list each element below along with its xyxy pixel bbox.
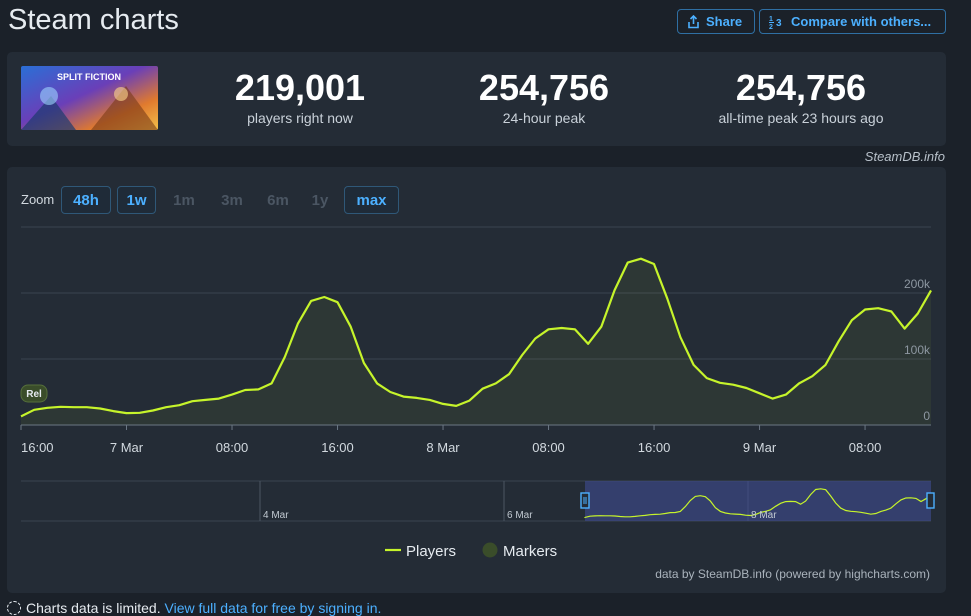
chart-grid [21, 226, 931, 360]
navigator-line [584, 488, 932, 519]
svg-text:1: 1 [769, 16, 773, 23]
peak-24h-value: 254,756 [478, 67, 610, 108]
players-line [20, 257, 932, 418]
x-tick-label: 8 Mar [426, 440, 460, 455]
svg-text:3: 3 [776, 18, 782, 29]
alltime-peak-label: all-time peak 23 hours ago [718, 110, 884, 126]
x-tick-label: 08:00 [532, 440, 565, 455]
alltime-peak-stat: 254,756 all-time peak 23 hours ago [661, 67, 941, 127]
loading-icon [7, 601, 21, 615]
x-tick-label: 08:00 [216, 440, 249, 455]
navigator-left-handle[interactable] [580, 492, 590, 509]
svg-text:2: 2 [769, 24, 773, 29]
x-tick-label: 16:00 [321, 440, 354, 455]
stats-panel: SPLIT FICTION 219,001 players right now … [7, 52, 946, 146]
current-players-label: players right now [247, 110, 353, 126]
x-tick-label: 16:00 [638, 440, 671, 455]
current-players-value: 219,001 [234, 67, 366, 108]
navigator-label: 4 Mar [263, 510, 289, 521]
share-button[interactable]: Share [677, 9, 755, 34]
navigator-right-handle[interactable] [926, 492, 935, 509]
peak-24h-label: 24-hour peak [502, 110, 586, 126]
zoom-1w-button[interactable]: 1w [117, 186, 156, 214]
x-axis-ticks: 16:00 7 Mar 08:00 16:00 8 Mar 08:00 16:00 9 Mar… [20, 425, 882, 455]
steamdb-credit[interactable]: SteamDB.info [864, 149, 945, 164]
zoom-3m-button: 3m [221, 191, 243, 209]
x-tick-label: 7 Mar [110, 440, 144, 455]
zoom-6m-button: 6m [267, 191, 289, 209]
navigator-label: 6 Mar [507, 510, 533, 521]
page-title: Steam charts [8, 4, 179, 36]
chart-navigator[interactable]: 4 Mar 6 Mar 8 Mar [21, 480, 935, 522]
release-marker-label: Rel [26, 389, 42, 400]
current-players-stat: 219,001 players right now [180, 67, 420, 127]
player-count-chart[interactable]: 16:00 7 Mar 08:00 16:00 8 Mar 08:00 16:00 9 Mar… [7, 167, 946, 593]
legend-item-players[interactable]: Players [385, 543, 456, 560]
chart-credit[interactable]: data by SteamDB.info (powered by highcha… [655, 567, 930, 581]
x-tick-label: 08:00 [849, 440, 882, 455]
zoom-48h-button[interactable]: 48h [61, 186, 111, 214]
x-tick-label: 16:00 [21, 440, 54, 455]
share-label: Share [706, 14, 743, 29]
alltime-peak-value: 254,756 [735, 67, 867, 108]
navigator-label: 8 Mar [751, 510, 777, 521]
legend-players-label: Players [406, 543, 456, 560]
chart-legend: Players Markers [385, 542, 558, 561]
legend-circle-icon [482, 542, 498, 558]
sign-in-link[interactable]: View full data for free by signing in. [164, 600, 382, 616]
y-axis-ticks: 0 100k 200k [904, 277, 931, 423]
release-marker[interactable]: Rel [20, 384, 48, 403]
x-tick-label: 9 Mar [743, 440, 777, 455]
players-area [21, 258, 931, 425]
game-title-art: SPLIT FICTION [57, 72, 121, 82]
charts-limited-note: Charts data is limited. View full data f… [7, 600, 381, 616]
y-tick-label: 100k [904, 343, 931, 357]
game-cover-image[interactable]: SPLIT FICTION [21, 66, 158, 130]
legend-markers-label: Markers [503, 543, 557, 560]
y-tick-label: 200k [904, 277, 931, 291]
charts-limited-text: Charts data is limited. [26, 600, 161, 616]
chart-panel: Zoom 48h 1w 1m 3m 6m 1y max 16:00 7 Mar 08… [7, 167, 946, 593]
zoom-max-button[interactable]: max [344, 186, 399, 214]
zoom-label: Zoom [21, 192, 55, 207]
y-tick-label: 0 [923, 409, 930, 423]
peak-24h-stat: 254,756 24-hour peak [424, 67, 664, 127]
zoom-1y-button: 1y [311, 191, 329, 209]
share-icon [687, 14, 700, 29]
legend-item-markers[interactable]: Markers [482, 542, 558, 561]
compare-label: Compare with others... [791, 14, 932, 29]
zoom-1m-button: 1m [173, 191, 195, 209]
